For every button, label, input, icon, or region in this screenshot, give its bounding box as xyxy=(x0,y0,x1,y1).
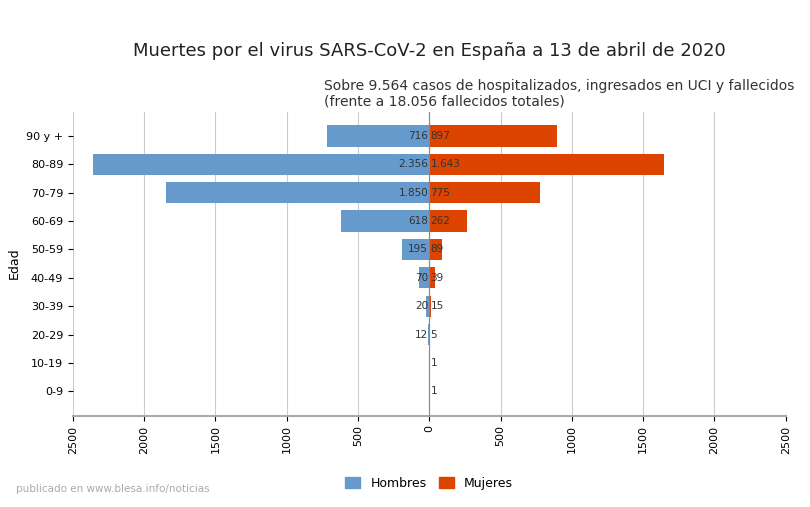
Bar xyxy=(429,125,557,147)
Text: 195: 195 xyxy=(408,244,428,255)
Bar xyxy=(93,154,429,175)
Bar xyxy=(429,267,435,288)
Text: 262: 262 xyxy=(430,216,450,226)
Bar xyxy=(429,154,663,175)
Text: publicado en www.blesa.info/noticias: publicado en www.blesa.info/noticias xyxy=(16,484,210,494)
Text: 20: 20 xyxy=(415,301,428,311)
Bar xyxy=(426,296,429,317)
Text: 618: 618 xyxy=(408,216,428,226)
Bar xyxy=(429,239,442,260)
Text: 1: 1 xyxy=(430,358,437,368)
Text: 5: 5 xyxy=(430,330,437,340)
Legend: Hombres, Mujeres: Hombres, Mujeres xyxy=(340,472,518,495)
Text: 897: 897 xyxy=(430,131,450,141)
Text: 1.643: 1.643 xyxy=(430,159,460,169)
Bar xyxy=(327,125,429,147)
Text: Sobre 9.564 casos de hospitalizados, ingresados en UCI y fallecidos
(frente a 18: Sobre 9.564 casos de hospitalizados, ing… xyxy=(324,79,795,109)
Bar xyxy=(429,296,432,317)
Bar xyxy=(429,210,467,232)
Bar xyxy=(165,182,429,203)
Text: 2.356: 2.356 xyxy=(399,159,428,169)
Bar xyxy=(402,239,429,260)
Y-axis label: Edad: Edad xyxy=(7,248,20,279)
Text: 1: 1 xyxy=(430,386,437,396)
Text: 70: 70 xyxy=(415,273,428,283)
Bar xyxy=(428,324,429,345)
Bar xyxy=(420,267,429,288)
Bar xyxy=(341,210,429,232)
Text: 89: 89 xyxy=(430,244,444,255)
Text: 12: 12 xyxy=(415,330,428,340)
Text: 716: 716 xyxy=(408,131,428,141)
Bar xyxy=(429,182,539,203)
Text: 39: 39 xyxy=(430,273,444,283)
Title: Muertes por el virus SARS-CoV-2 en España a 13 de abril de 2020: Muertes por el virus SARS-CoV-2 en Españ… xyxy=(133,42,726,60)
Text: 1.850: 1.850 xyxy=(399,188,428,198)
Text: 15: 15 xyxy=(430,301,444,311)
Text: 775: 775 xyxy=(430,188,450,198)
